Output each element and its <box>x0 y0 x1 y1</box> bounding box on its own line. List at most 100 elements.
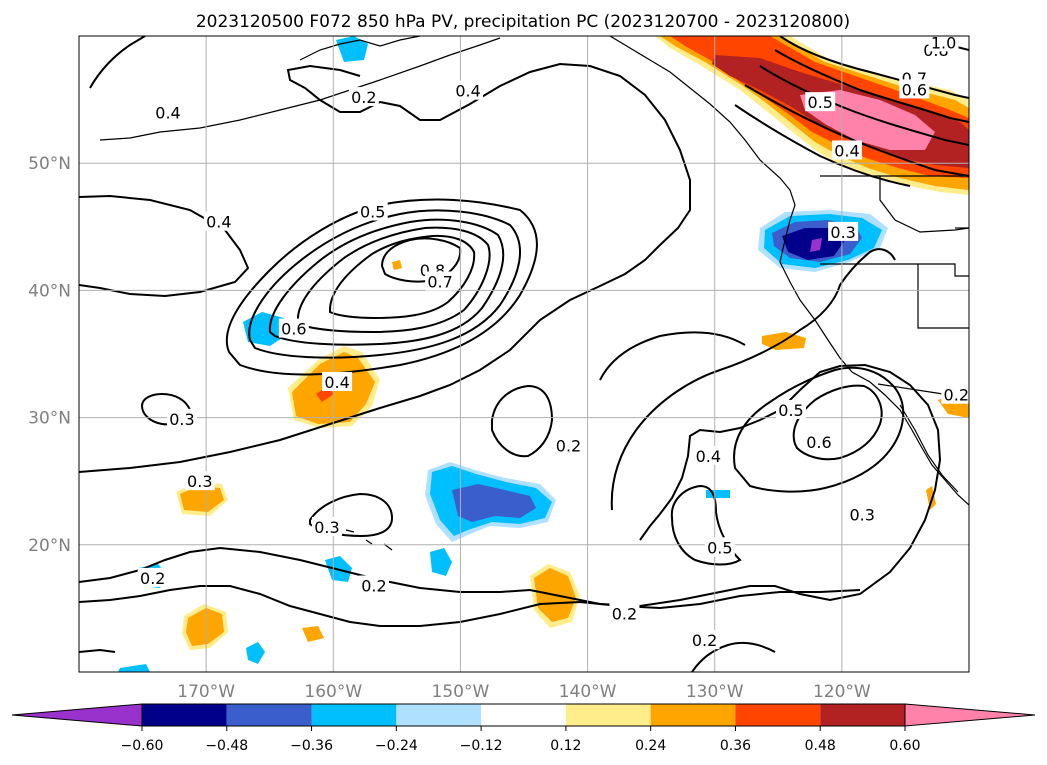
contour-label: 0.2 <box>351 88 376 107</box>
colorbar-extend-max <box>904 703 1036 727</box>
contour-label: 0.3 <box>849 505 874 524</box>
pv-contour <box>268 218 505 346</box>
contour-label-bg <box>357 201 388 221</box>
contour-label-bg <box>803 431 834 451</box>
lon-tick-label: 160°W <box>304 682 362 702</box>
contour-label-bg <box>203 211 234 231</box>
colorbar-tick-label: −0.12 <box>460 738 503 754</box>
pv-contour <box>759 65 969 146</box>
contour-label-bg <box>831 140 862 160</box>
precip-positive-spot <box>180 486 224 512</box>
contour-label-bg <box>311 516 342 536</box>
contour-label-bg <box>847 504 878 524</box>
contour-label: 0.2 <box>692 631 717 650</box>
bc-coast <box>609 36 969 506</box>
pv-contour <box>779 36 969 99</box>
contour-label-bg <box>453 80 484 100</box>
figure-title: 2023120500 F072 850 hPa PV, precipitatio… <box>196 12 850 32</box>
contour-label-bg <box>704 537 735 557</box>
pv-contour <box>79 585 861 627</box>
lon-tick-label: 120°W <box>813 682 871 702</box>
precip-negative-spot <box>118 664 150 672</box>
contour-label: 0.4 <box>155 103 180 122</box>
pv-contour <box>329 234 476 320</box>
contour-label-bg <box>322 371 353 391</box>
contour-label: 0.6 <box>902 80 927 99</box>
colorbar-segment <box>820 704 905 726</box>
state-border <box>879 176 969 233</box>
pv-contour <box>296 226 491 334</box>
contour-label-bg <box>928 36 959 52</box>
alaska-coast <box>299 36 421 61</box>
colorbar-tick-label: 0.36 <box>720 738 751 754</box>
colorbar-tick-label: 0.48 <box>805 738 836 754</box>
lat-tick-label: 40°N <box>28 281 71 301</box>
pv-contour <box>491 384 554 458</box>
colorbar-tick-label: −0.60 <box>121 738 164 754</box>
precip-negative-spot <box>706 490 730 498</box>
contour-label: 0.3 <box>169 410 194 429</box>
pv-contour <box>733 366 905 493</box>
colorbar-frame <box>141 703 906 727</box>
precip-positive-spot <box>392 260 402 270</box>
state-border <box>820 263 969 277</box>
contour-label: 0.2 <box>361 577 386 596</box>
colorbar-tick-label: −0.24 <box>375 738 418 754</box>
pv-contour <box>79 62 691 473</box>
lat-tick-label: 20°N <box>28 536 71 556</box>
colorbar-segment <box>226 704 312 726</box>
contour-label-bg <box>348 87 379 107</box>
contour-label: 0.7 <box>427 272 452 291</box>
colorbar-tick-label: 0.60 <box>889 738 920 754</box>
precip-negative-spot <box>246 642 265 664</box>
colorbar: −0.60 −0.48 −0.36 −0.24 −0.12 0.12 0.24 0.36 0.4… <box>11 703 1036 754</box>
contour-label-bg <box>425 271 456 291</box>
longitude-labels: 170°W 160°W 150°W 140°W 130°W 120°W <box>177 682 871 702</box>
contour-label: 0.5 <box>707 538 732 557</box>
colorbar-segment <box>311 704 397 726</box>
lon-tick-label: 130°W <box>686 682 744 702</box>
state-border <box>917 264 969 329</box>
contour-label: 0.3 <box>314 518 339 537</box>
contour-label: 0.5 <box>808 93 833 112</box>
contour-label-bg <box>689 630 720 650</box>
contour-label-bg <box>137 567 168 587</box>
contour-label-bg <box>184 471 215 491</box>
contour-label: 0.3 <box>830 223 855 242</box>
pv-contours <box>79 36 969 672</box>
contour-label: 0.6 <box>806 433 831 452</box>
colorbar-tick-label: 0.12 <box>550 738 581 754</box>
contour-label: 0.2 <box>944 386 969 405</box>
pv-contour <box>79 363 942 608</box>
map-frame <box>78 35 970 673</box>
contour-labels: 0.40.20.40.40.50.80.70.60.40.30.20.30.30… <box>137 33 969 650</box>
pv-contour <box>734 104 911 187</box>
pv-contour <box>774 49 969 123</box>
contour-label-bg <box>941 384 969 404</box>
pv-contour <box>744 84 969 177</box>
contour-label-bg <box>828 221 859 241</box>
contour-label-bg <box>805 92 836 112</box>
colorbar-segment <box>481 704 566 726</box>
pv-contour <box>79 648 116 653</box>
colorbar-segment <box>396 704 482 726</box>
colorbar-segment <box>650 704 736 726</box>
contour-label-bg <box>358 575 389 595</box>
pv-contour <box>248 209 522 359</box>
pv-contour <box>792 384 883 461</box>
contour-label-bg <box>553 435 584 455</box>
contour-label: 0.2 <box>612 604 637 623</box>
contour-label: 0.3 <box>187 472 212 491</box>
contour-label: 0.6 <box>281 320 306 339</box>
contour-label: 0.5 <box>360 203 385 222</box>
precip-positive-spot <box>302 626 324 642</box>
latitude-labels: 50°N 40°N 30°N 20°N <box>28 154 71 556</box>
contour-label: 0.4 <box>834 141 859 160</box>
contour-label: 0.4 <box>455 82 480 101</box>
lat-tick-label: 30°N <box>28 409 71 429</box>
pv-contour <box>599 331 746 381</box>
contour-label: 1.0 <box>931 33 956 52</box>
colorbar-tick-label: −0.48 <box>205 738 248 754</box>
pv-contour <box>89 36 146 89</box>
precip-negative-central <box>452 484 536 522</box>
